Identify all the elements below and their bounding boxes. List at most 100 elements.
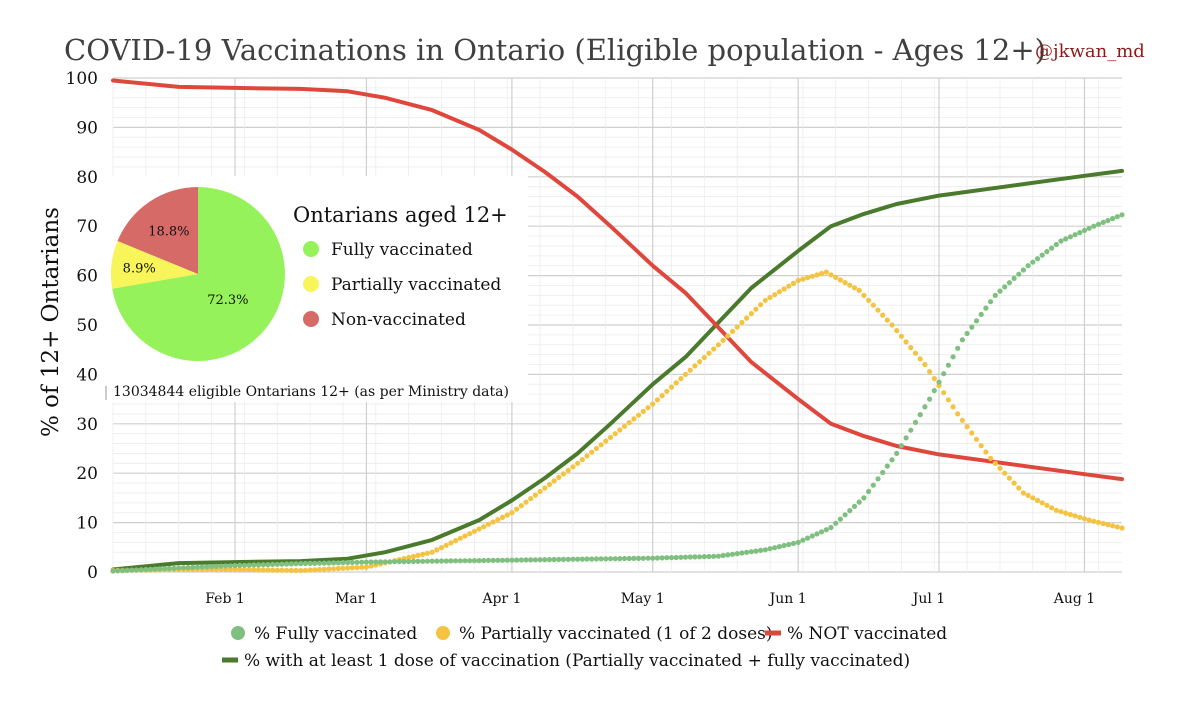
pie-chart: 72.3% 8.9% 18.8% [110, 187, 285, 361]
series-point [898, 443, 905, 449]
series-point [1058, 509, 1064, 515]
series-point [753, 306, 759, 312]
series-point [762, 297, 768, 303]
series-point [424, 550, 430, 556]
pie-slice [117, 187, 198, 274]
series-point [973, 436, 980, 442]
series-point [499, 557, 506, 563]
series-point [626, 555, 632, 562]
series-point [668, 384, 675, 390]
series-point [725, 552, 731, 558]
series-point [866, 488, 872, 495]
series-point [209, 564, 215, 570]
series-point [415, 552, 421, 559]
inset-legend-label: Fully vaccinated [331, 240, 473, 260]
series-point [429, 558, 435, 564]
legend-label: % Partially vaccinated (1 of 2 doses) [459, 624, 773, 644]
series-point [1016, 485, 1022, 491]
series-point [194, 564, 201, 570]
series-point [246, 567, 252, 573]
series-point [739, 319, 745, 326]
series-point [1105, 217, 1111, 224]
series-point [1081, 227, 1088, 233]
series-3 [111, 168, 1124, 572]
plot-series [110, 78, 1125, 574]
series-point [837, 277, 844, 283]
series-point [556, 556, 562, 563]
series-point [861, 495, 867, 501]
series-point [790, 540, 797, 547]
series-point [152, 566, 158, 572]
series-point [621, 555, 628, 562]
series-point [481, 524, 487, 530]
series-point [241, 562, 247, 568]
series-point [293, 561, 299, 567]
series-point [110, 568, 116, 574]
series-point [584, 556, 590, 562]
series-point [185, 565, 191, 571]
series-point [424, 558, 430, 564]
series-point [870, 302, 876, 308]
y-tick-label: 30 [76, 415, 98, 435]
series-point [1067, 511, 1073, 518]
series-point [363, 564, 369, 570]
series-point [223, 563, 229, 569]
series-point [509, 510, 515, 516]
series-point [1072, 513, 1078, 519]
series-point [584, 453, 590, 459]
series-point [504, 512, 510, 518]
series-point [955, 411, 961, 417]
series-point [387, 559, 393, 565]
series-point [499, 514, 506, 521]
series-point [162, 566, 168, 572]
series-point [157, 566, 163, 572]
inset-legend: Fully vaccinated Partially vaccinated Non-… [303, 240, 501, 330]
series-point [955, 345, 961, 351]
series-point [1053, 507, 1059, 513]
series-point [593, 556, 600, 562]
series-point [805, 275, 811, 281]
series-point [607, 434, 614, 440]
series-point [908, 427, 914, 433]
series-point [973, 318, 980, 324]
series-point [636, 555, 642, 562]
series-point [213, 563, 219, 570]
series-point [589, 449, 595, 455]
series-point [1072, 232, 1078, 238]
series-point [176, 565, 182, 571]
series-point [1058, 238, 1064, 244]
y-tick-label: 60 [76, 267, 98, 287]
series-point [443, 542, 449, 548]
series-point [1119, 525, 1125, 531]
series-point [664, 555, 670, 561]
series-point [682, 554, 689, 560]
series-point [589, 556, 595, 562]
series-point [927, 396, 933, 402]
series-point [335, 560, 341, 566]
series-point [978, 311, 984, 317]
series-point [626, 420, 632, 426]
y-axis-ticks: 0 10 20 30 40 50 60 70 80 90 100 [66, 69, 98, 583]
series-point [232, 566, 238, 573]
series-point [232, 563, 238, 569]
series-point [119, 568, 125, 574]
series-point [1030, 495, 1036, 501]
series-point [1114, 214, 1120, 220]
series-point [476, 526, 482, 532]
series-point [781, 286, 787, 292]
series-point [950, 404, 956, 410]
y-tick-label: 50 [76, 316, 98, 336]
series-point [377, 559, 384, 565]
series-point [556, 474, 562, 480]
series-point [274, 561, 280, 567]
series-point [983, 449, 989, 455]
legend-marker [436, 626, 450, 640]
series-point [617, 427, 623, 433]
series-point [485, 521, 491, 527]
series-point [682, 371, 689, 377]
series-point [941, 371, 947, 377]
series-point [1034, 256, 1041, 262]
series-point [875, 476, 881, 482]
series-point [856, 287, 862, 293]
series-point [326, 566, 332, 572]
